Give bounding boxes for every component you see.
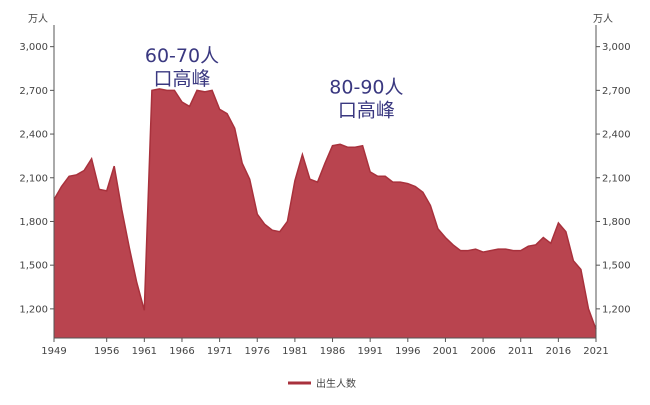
y-tick-label-left: 2,700: [19, 86, 48, 97]
y-axis-right: 1,200 1,500 1,800 2,100 2,400 2,700 3,000: [596, 42, 631, 315]
y-tick-label-left: 3,000: [19, 42, 48, 53]
legend-label: 出生人数: [316, 377, 356, 390]
annotation-text: 60-70人: [145, 45, 219, 67]
y-tick-label-right: 1,800: [602, 217, 631, 228]
x-tick-label: 1971: [207, 346, 232, 357]
x-tick-label: 1956: [94, 346, 119, 357]
y-tick-label-right: 1,500: [602, 261, 631, 272]
x-tick-label: 2016: [546, 346, 571, 357]
y-unit-left: 万人: [28, 13, 48, 25]
y-unit-right: 万人: [593, 13, 613, 25]
y-tick-label-left: 2,100: [19, 173, 48, 184]
y-tick-label-left: 1,800: [19, 217, 48, 228]
area-outline: [53, 88, 597, 330]
area-series: [53, 88, 597, 339]
y-tick-label-right: 2,700: [602, 86, 631, 97]
y-tick-label-left: 1,500: [19, 261, 48, 272]
x-axis: 1949 1956 1961 1966 1971 1976 1981 1986 1991 1996…: [41, 338, 609, 357]
x-tick-label: 1996: [395, 346, 420, 357]
x-tick-label: 1961: [132, 346, 157, 357]
x-tick-label: 1986: [320, 346, 345, 357]
x-tick-label: 1949: [41, 346, 66, 357]
y-axis-left: 1,200 1,500 1,800 2,100 2,400 2,700 3,000: [19, 42, 54, 315]
x-tick-label: 1976: [245, 346, 270, 357]
annotation-text: 口高峰: [153, 68, 210, 90]
x-tick-label: 2006: [470, 346, 495, 357]
x-tick-label: 2011: [508, 346, 533, 357]
x-tick-label: 1991: [357, 346, 382, 357]
legend[interactable]: 出生人数: [288, 377, 356, 390]
x-tick-label: 2001: [433, 346, 458, 357]
y-tick-label-right: 3,000: [602, 42, 631, 53]
y-tick-label-left: 1,200: [19, 304, 48, 315]
x-tick-label: 2021: [583, 346, 608, 357]
area-fill: [54, 88, 596, 339]
y-tick-label-left: 2,400: [19, 130, 48, 141]
y-tick-label-right: 1,200: [602, 304, 631, 315]
x-tick-label: 1966: [169, 346, 194, 357]
y-tick-label-right: 2,400: [602, 130, 631, 141]
annotation-text: 80-90人: [329, 76, 403, 98]
y-tick-label-right: 2,100: [602, 173, 631, 184]
annotation-text: 口高峰: [338, 99, 395, 121]
x-tick-label: 1981: [282, 346, 307, 357]
